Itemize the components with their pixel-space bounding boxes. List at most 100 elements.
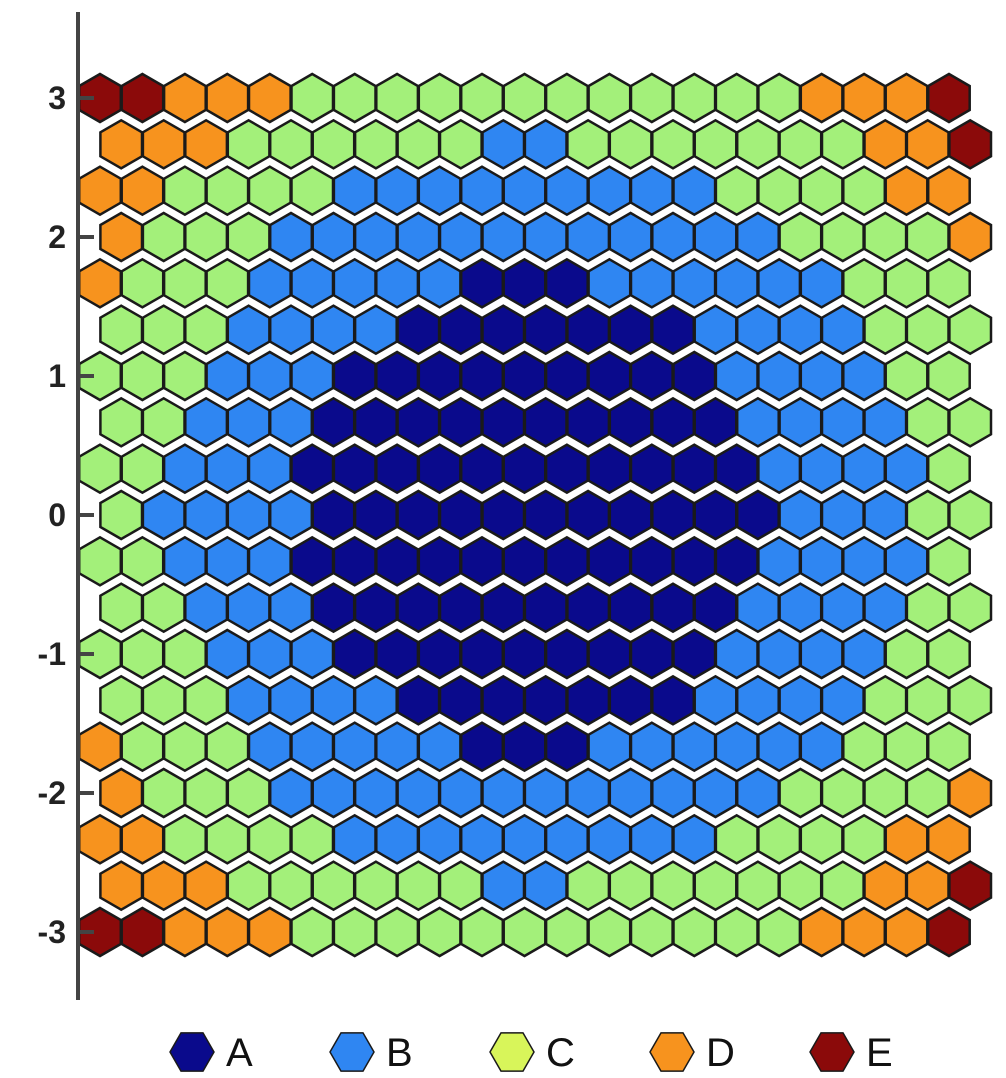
hex-cell-a (608, 304, 653, 356)
hex-cell-b (757, 443, 802, 495)
hex-cell-c (396, 860, 441, 912)
hex-cell-d (842, 72, 887, 124)
hex-cell-b (778, 582, 823, 634)
hex-cell-b (523, 211, 568, 263)
hex-cell-b (332, 813, 377, 865)
hex-cell-c (120, 628, 165, 680)
hex-cell-b (290, 350, 335, 402)
hex-cell-a (417, 443, 462, 495)
hex-cell-a (438, 489, 483, 541)
hex-cell-a (417, 350, 462, 402)
hex-cell-c (799, 165, 844, 217)
hex-cell-c (99, 396, 144, 448)
hex-cell-c (693, 118, 738, 170)
hex-cell-b (417, 257, 462, 309)
hex-cell-c (438, 860, 483, 912)
hex-cell-a (693, 489, 738, 541)
hex-cell-c (99, 489, 144, 541)
hex-cell-a (544, 628, 589, 680)
legend-swatch-b (329, 1032, 375, 1072)
hex-cell-a (396, 304, 441, 356)
hex-cell-a (502, 721, 547, 773)
hex-cell-c (672, 72, 717, 124)
hex-cell-c (99, 304, 144, 356)
hex-cell-b (268, 211, 314, 263)
hex-cell-a (396, 396, 441, 448)
hex-cell-b (629, 813, 674, 865)
hex-cell-c (905, 489, 950, 541)
hex-cell-b (799, 350, 844, 402)
hex-cell-b (608, 211, 653, 263)
hex-cell-e (926, 72, 971, 124)
hex-cell-a (544, 443, 589, 495)
hex-cell-c (162, 350, 207, 402)
hex-cell-b (375, 165, 420, 217)
hex-cell-a (566, 396, 611, 448)
hex-cells-group (77, 72, 993, 958)
hex-cell-b (438, 211, 483, 263)
hex-cell-d (247, 906, 292, 958)
hex-cell-c (842, 813, 887, 865)
hex-cell-a (672, 535, 717, 587)
hex-cell-b (523, 767, 568, 819)
hex-cell-c (141, 396, 186, 448)
hex-cell-c (247, 165, 292, 217)
hex-cell-b (884, 535, 929, 587)
hex-cell-b (375, 721, 420, 773)
hex-cell-b (353, 304, 398, 356)
hex-cell-d (184, 118, 229, 170)
hex-cell-c (948, 582, 993, 634)
hex-cell-a (459, 257, 505, 309)
hex-cell-a (481, 582, 526, 634)
hex-cell-c (629, 906, 674, 958)
hex-cell-a (459, 721, 505, 773)
hex-cell-c (290, 906, 335, 958)
hex-cell-a (502, 535, 547, 587)
hex-cell-a (417, 535, 462, 587)
hex-cell-c (905, 767, 950, 819)
hex-cell-a (481, 674, 526, 726)
hex-cell-b (205, 535, 250, 587)
hex-cell-c (863, 304, 908, 356)
hex-cell-c (141, 582, 186, 634)
hex-cell-c (905, 582, 950, 634)
hex-cell-b (842, 628, 887, 680)
hex-cell-a (693, 396, 738, 448)
hex-cell-b (247, 350, 292, 402)
hex-cell-b (417, 813, 462, 865)
hex-cell-d (205, 906, 250, 958)
hex-cell-c (863, 674, 908, 726)
hex-cell-b (268, 396, 314, 448)
hex-cell-a (311, 489, 356, 541)
legend-label-d: D (706, 1031, 735, 1075)
hex-cell-c (842, 257, 887, 309)
hex-cell-a (672, 628, 717, 680)
hex-cell-c (162, 165, 207, 217)
hex-cell-b (226, 489, 271, 541)
hex-cell-a (481, 304, 526, 356)
hex-cell-a (608, 582, 653, 634)
hex-cell-a (587, 443, 632, 495)
hex-cell-a (502, 628, 547, 680)
y-tick-label: -2 (38, 775, 66, 811)
hex-cell-a (587, 628, 632, 680)
hex-cell-c (247, 813, 292, 865)
hex-cell-c (290, 165, 335, 217)
hex-cell-b (693, 304, 738, 356)
hex-cell-c (268, 860, 314, 912)
hex-cell-c (184, 767, 229, 819)
hex-cell-b (523, 118, 568, 170)
hex-cell-c (162, 721, 207, 773)
hex-cell-c (651, 860, 696, 912)
hex-cell-d (948, 211, 993, 263)
hex-cell-b (778, 674, 823, 726)
hex-cell-a (459, 443, 505, 495)
hex-cell-a (459, 628, 505, 680)
hex-cell-b (481, 211, 526, 263)
hex-cell-a (523, 489, 568, 541)
hex-cell-c (290, 72, 335, 124)
hex-cell-c (863, 211, 908, 263)
hex-cell-b (651, 211, 696, 263)
hex-cell-c (566, 860, 611, 912)
hex-cell-c (375, 906, 420, 958)
